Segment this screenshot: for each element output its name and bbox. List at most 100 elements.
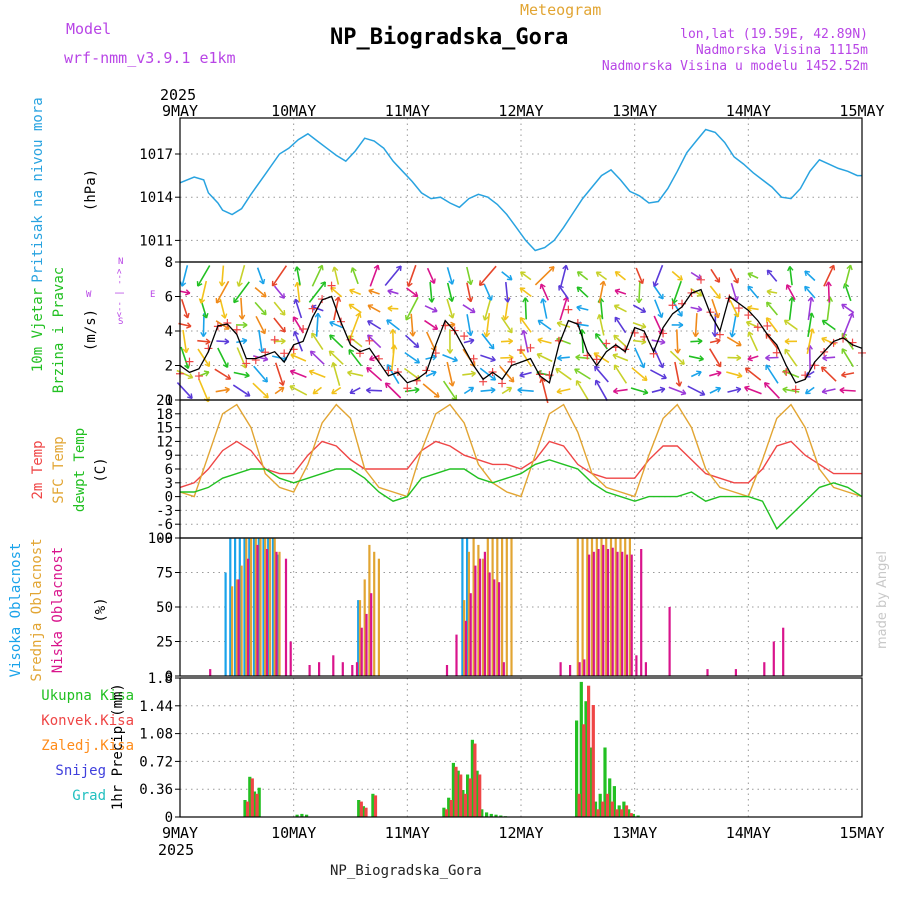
wind-vector-head <box>519 271 526 277</box>
wind-vector <box>558 285 569 300</box>
wind-vector-head <box>715 386 722 393</box>
precip-total-bar <box>584 701 588 817</box>
wind-vector-head <box>311 332 317 339</box>
y-tick-label: 25 <box>156 635 173 651</box>
cloud-mid-bar <box>472 538 475 676</box>
precip-ylabel: 1hr Precip <box>110 726 126 810</box>
wind-vector <box>426 267 436 284</box>
cloud-high-bar <box>466 538 469 676</box>
wind-vector <box>821 366 837 382</box>
wind-vector-head <box>466 330 474 337</box>
wind-vector-head <box>386 363 393 370</box>
wind-vectors <box>176 264 856 404</box>
wind-vector-head <box>697 337 703 345</box>
wind-vector-head <box>349 288 355 295</box>
precip-total-bar <box>593 801 598 817</box>
wind-vector-head <box>640 307 647 313</box>
compass-arrow: <-- | --> <box>115 268 125 317</box>
wind-vector <box>424 305 438 313</box>
wind-vector-head <box>396 265 402 272</box>
wind-vector <box>676 329 679 354</box>
wind-vector <box>273 285 286 299</box>
cloud-bars <box>209 538 785 676</box>
wind-vector <box>182 329 188 353</box>
cloud-low-bar <box>445 665 449 676</box>
wind-vector-head <box>334 296 342 302</box>
wind-vector <box>333 266 340 285</box>
wind-vector <box>200 280 208 304</box>
wind-vector-head <box>486 295 493 301</box>
wind-vector-head <box>293 298 300 305</box>
wind-vector <box>654 299 663 318</box>
cloud-mid-bar <box>482 558 485 676</box>
precip-conv-bar <box>596 809 600 817</box>
wind-vector <box>367 304 381 313</box>
wind-vector <box>576 323 589 327</box>
wind-vector-head <box>320 281 326 287</box>
wind-vector-head <box>642 388 649 396</box>
cloud-low-bar <box>365 613 368 676</box>
wind-vector <box>598 314 605 336</box>
wind-vector-head <box>506 274 513 281</box>
precip-total-bar <box>257 787 261 817</box>
precip-total-bar <box>466 774 470 817</box>
cloud-low-bar <box>559 662 562 676</box>
wind-vector-head <box>652 281 659 287</box>
cloud-mid-bar <box>501 538 504 676</box>
wind-vector-head <box>261 309 267 316</box>
cloud-mid-bar <box>467 551 470 676</box>
wind-vector-head <box>677 275 683 281</box>
wind-vector <box>429 282 433 303</box>
wind-vector-head <box>279 310 286 316</box>
y-tick-label: -9 <box>156 531 173 547</box>
cloud-high-bar <box>271 538 275 676</box>
wind-vector <box>827 281 830 303</box>
wind-vector-head <box>747 285 754 292</box>
wind-vector-head <box>448 313 455 319</box>
cloud-mid-bar <box>628 538 631 676</box>
wind-vector-head <box>412 291 419 298</box>
wind-vector <box>764 382 780 399</box>
wind-vector-head <box>715 337 721 345</box>
wind-vector-head <box>745 320 752 327</box>
wind-vector <box>367 320 382 330</box>
wind-vector-head <box>280 337 286 345</box>
wind-vector <box>404 334 420 348</box>
wind-vector <box>349 289 361 296</box>
wind-vector <box>613 364 628 384</box>
wind-vector-head <box>699 390 706 396</box>
wind-vector-head <box>784 338 790 345</box>
pressure-unit: (hPa) <box>83 169 99 211</box>
x-tick-label-bottom: 13MAY <box>612 824 657 842</box>
wind-vector <box>290 353 307 362</box>
wind-vector <box>765 364 779 384</box>
wind-vector-head <box>661 373 667 380</box>
y-tick-label: 21 <box>156 393 173 409</box>
wind-vector <box>500 316 513 334</box>
precip-legend-snow: Snijeg <box>55 763 106 779</box>
cloud-low-bar <box>502 662 505 676</box>
wind-vector <box>293 331 304 352</box>
wind-vector <box>807 312 813 338</box>
wind-vector <box>240 297 244 320</box>
wind-vector <box>630 387 649 394</box>
precip-total-bar <box>456 770 460 817</box>
precip-total-bar <box>489 813 493 817</box>
wind-vector <box>632 322 647 328</box>
wind-vector-head <box>367 320 373 326</box>
wind-vector <box>690 287 703 297</box>
wind-vector-head <box>308 369 315 376</box>
wind-vector-head <box>522 297 529 303</box>
wind-vector <box>599 297 604 320</box>
gust-marker <box>782 367 791 376</box>
wind-vector <box>500 340 513 343</box>
cloud-mid-bar <box>264 538 267 676</box>
wind-vector-head <box>736 340 742 347</box>
wind-vector <box>480 389 496 392</box>
wind-vector <box>614 271 627 281</box>
precip-conv-bar <box>444 809 449 817</box>
wind-vector-head <box>507 337 514 345</box>
model-label: Model <box>66 20 111 38</box>
gust-marker <box>772 348 781 357</box>
wind-vector <box>315 313 319 337</box>
